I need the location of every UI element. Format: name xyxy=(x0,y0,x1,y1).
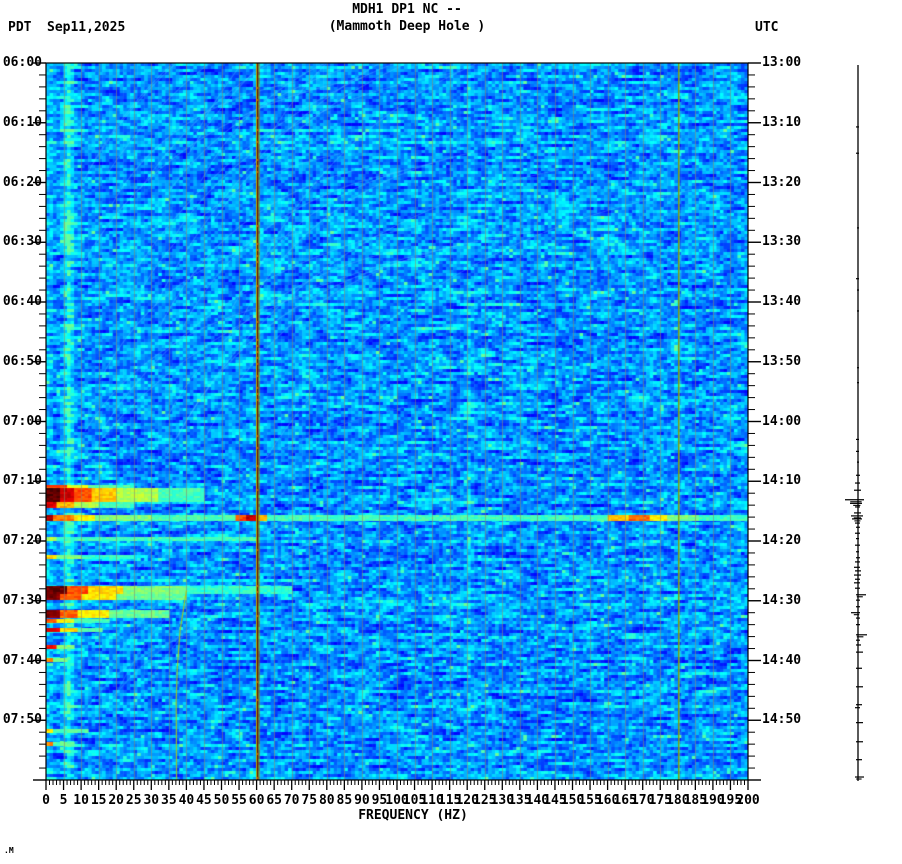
freq-tick-label: 60 xyxy=(248,793,265,808)
freq-tick-label: 170 xyxy=(630,793,655,808)
left-time-label: 06:00 xyxy=(2,55,42,70)
right-time-label: 14:50 xyxy=(762,712,802,728)
freq-tick-label: 90 xyxy=(354,793,370,808)
right-time-label: 14:00 xyxy=(762,413,802,429)
page-title: MDH1 DP1 NC -- xyxy=(352,2,462,17)
freq-tick-label: 50 xyxy=(213,793,230,808)
freq-tick-label: 75 xyxy=(301,793,318,808)
x-axis-title: FREQUENCY (HZ) xyxy=(358,808,468,823)
date-label: Sep11,2025 xyxy=(47,20,126,35)
right-time-label: 14:40 xyxy=(762,652,802,668)
freq-tick-label: 155 xyxy=(578,793,602,808)
freq-tick-label: 115 xyxy=(437,793,462,808)
right-time-label: 14:20 xyxy=(762,533,802,548)
left-time-label: 07:30 xyxy=(2,592,42,608)
left-time-label: 06:20 xyxy=(2,174,42,190)
plot-frame xyxy=(45,62,749,781)
freq-tick-label: 165 xyxy=(613,793,637,808)
page-subtitle: (Mammoth Deep Hole ) xyxy=(328,19,486,34)
freq-tick-label: 190 xyxy=(701,793,725,808)
freq-tick-label: 45 xyxy=(196,793,212,808)
freq-tick-label: 40 xyxy=(178,793,195,808)
freq-tick-label: 160 xyxy=(595,793,620,808)
freq-tick-label: 10 xyxy=(73,793,89,808)
freq-tick-label: 110 xyxy=(420,793,444,808)
freq-tick-label: 140 xyxy=(525,793,550,808)
freq-tick-label: 5 xyxy=(59,793,68,808)
freq-tick-label: 195 xyxy=(718,793,743,808)
freq-tick-label: 135 xyxy=(508,793,532,808)
freq-tick-label: 20 xyxy=(108,793,125,808)
right-time-label: 13:40 xyxy=(762,294,802,309)
right-time-label: 14:10 xyxy=(762,473,802,489)
freq-tick-label: 25 xyxy=(125,793,142,808)
timezone-right-label: UTC xyxy=(755,20,779,35)
timezone-left-label: PDT xyxy=(8,20,32,35)
freq-tick-label: 175 xyxy=(648,793,672,808)
right-time-label: 13:50 xyxy=(762,353,802,369)
left-time-label: 07:10 xyxy=(2,473,42,489)
spectrogram-heatmap xyxy=(46,63,748,780)
left-time-label: 07:00 xyxy=(2,413,42,429)
left-time-label: 06:40 xyxy=(2,294,42,309)
left-time-label: 07:50 xyxy=(2,712,42,728)
freq-tick-label: 145 xyxy=(543,793,567,808)
right-time-label: 13:00 xyxy=(762,55,802,70)
freq-tick-label: 65 xyxy=(266,793,282,808)
freq-tick-label: 180 xyxy=(666,793,690,808)
freq-tick-label: 100 xyxy=(385,793,409,808)
right-time-label: 14:30 xyxy=(762,592,802,608)
freq-tick-label: 185 xyxy=(683,793,708,808)
freq-tick-label: 35 xyxy=(161,793,177,808)
right-time-label: 13:20 xyxy=(762,174,802,190)
right-time-label: 13:30 xyxy=(762,234,802,250)
left-time-label: 06:10 xyxy=(2,114,42,130)
freq-tick-label: 125 xyxy=(473,793,497,808)
left-time-label: 07:20 xyxy=(2,533,42,548)
freq-tick-label: 150 xyxy=(560,793,585,808)
left-time-label: 06:50 xyxy=(2,353,42,369)
freq-tick-label: 70 xyxy=(283,793,300,808)
freq-tick-label: 120 xyxy=(455,793,479,808)
freq-tick-label: 200 xyxy=(736,793,760,808)
freq-tick-label: 15 xyxy=(90,793,107,808)
freq-tick-label: 130 xyxy=(490,793,515,808)
freq-tick-label: 105 xyxy=(402,793,427,808)
freq-tick-label: 55 xyxy=(231,793,247,808)
freq-tick-label: 85 xyxy=(336,793,353,808)
left-time-label: 06:30 xyxy=(2,234,42,250)
freq-tick-label: 95 xyxy=(371,793,388,808)
freq-tick-label: 80 xyxy=(318,793,335,808)
freq-tick-label: 30 xyxy=(143,793,160,808)
right-time-label: 13:10 xyxy=(762,114,802,130)
left-time-label: 07:40 xyxy=(2,652,42,668)
corner-mark: .M xyxy=(4,846,14,855)
freq-tick-label: 0 xyxy=(42,793,50,808)
